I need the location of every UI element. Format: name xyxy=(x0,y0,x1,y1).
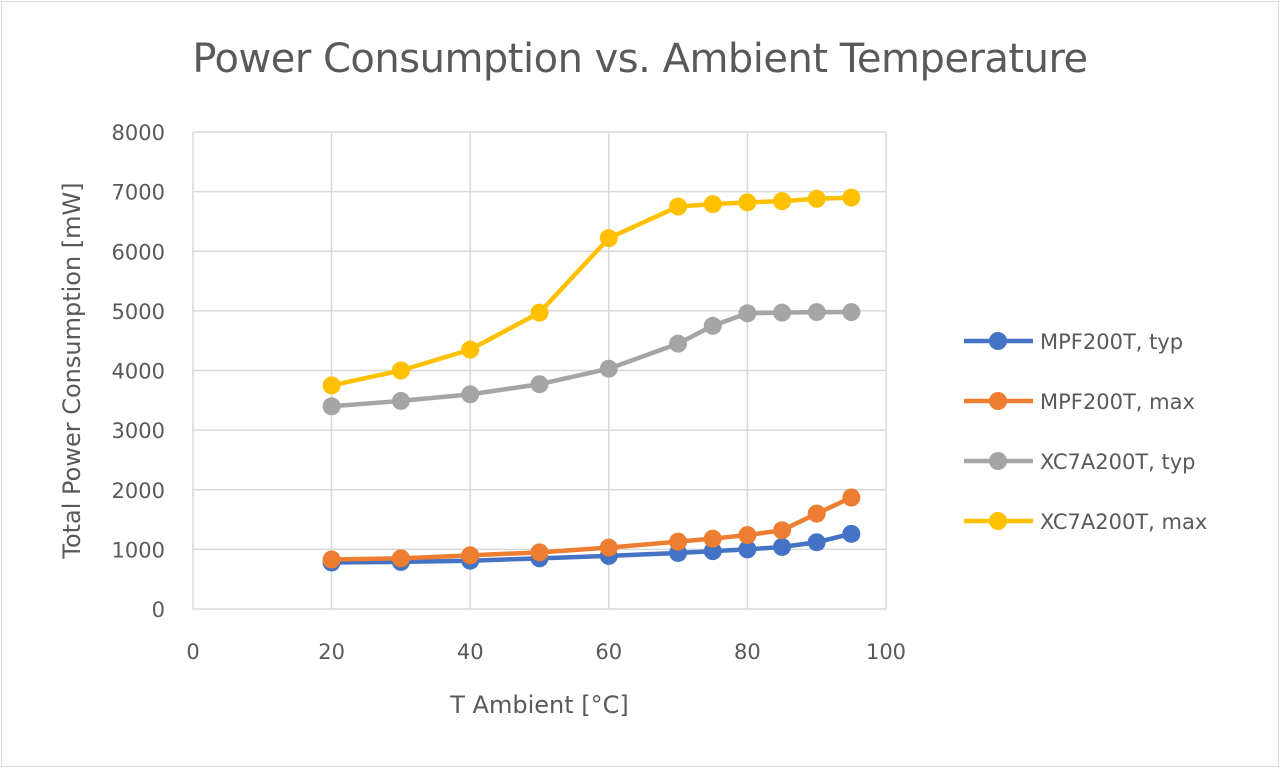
data-point xyxy=(322,376,341,395)
data-point xyxy=(461,340,480,359)
y-tick-label: 8000 xyxy=(112,121,165,145)
y-tick-label: 6000 xyxy=(112,240,165,264)
x-tick-label: 0 xyxy=(186,640,199,664)
data-point xyxy=(703,195,722,214)
legend-label: XC7A200T, max xyxy=(1040,510,1207,534)
data-point xyxy=(530,543,549,562)
data-point xyxy=(391,361,410,380)
legend-item: MPF200T, max xyxy=(964,390,1195,414)
legend-item: XC7A200T, max xyxy=(964,510,1207,534)
x-tick-label: 100 xyxy=(866,640,906,664)
data-point xyxy=(530,303,549,322)
data-point xyxy=(461,546,480,565)
data-point xyxy=(807,189,826,208)
legend-item: XC7A200T, typ xyxy=(964,450,1196,474)
legend-marker xyxy=(989,392,1007,410)
legend-label: MPF200T, max xyxy=(1040,390,1195,414)
series-xc7a200t-typ xyxy=(322,303,861,416)
data-point xyxy=(391,549,410,568)
data-point xyxy=(703,542,722,561)
data-point xyxy=(738,193,757,212)
data-point xyxy=(669,334,688,353)
tick-labels: 0 1000 2000 3000 4000 5000 6000 7000 8000 0 20 40 60… xyxy=(112,121,907,664)
data-point xyxy=(842,188,861,207)
x-tick-label: 60 xyxy=(595,640,622,664)
x-axis-title: T Ambient [°C] xyxy=(449,691,629,719)
legend-marker xyxy=(989,332,1007,350)
y-tick-label: 7000 xyxy=(112,181,165,205)
series xyxy=(322,188,861,572)
series-line xyxy=(331,309,852,409)
legend-marker xyxy=(989,512,1007,530)
data-point xyxy=(738,540,757,559)
y-tick-label: 5000 xyxy=(112,300,165,324)
series-xc7a200t-max xyxy=(322,188,861,395)
data-point xyxy=(773,537,792,556)
series-line xyxy=(331,195,852,388)
legend-label: MPF200T, typ xyxy=(1040,330,1183,354)
series-mpf200t-max xyxy=(322,488,861,569)
data-point xyxy=(461,385,480,404)
data-point xyxy=(842,488,861,507)
data-point xyxy=(322,397,341,416)
data-point xyxy=(773,303,792,322)
y-tick-label: 0 xyxy=(152,598,165,622)
data-point xyxy=(669,197,688,216)
data-point xyxy=(842,303,861,322)
data-point xyxy=(842,524,861,543)
data-point xyxy=(669,532,688,551)
data-point xyxy=(599,538,618,557)
data-point xyxy=(599,359,618,378)
data-point xyxy=(703,316,722,335)
data-point xyxy=(599,229,618,248)
y-tick-label: 3000 xyxy=(112,419,165,443)
data-point xyxy=(773,192,792,211)
data-point xyxy=(703,529,722,548)
x-tick-label: 20 xyxy=(318,640,345,664)
data-point xyxy=(807,533,826,552)
legend-marker xyxy=(989,452,1007,470)
data-point xyxy=(807,504,826,523)
data-point xyxy=(773,521,792,540)
data-point xyxy=(738,526,757,545)
data-point xyxy=(391,391,410,410)
x-tick-label: 80 xyxy=(734,640,761,664)
data-point xyxy=(807,303,826,322)
chart-title: Power Consumption vs. Ambient Temperatur… xyxy=(192,36,1088,82)
legend: MPF200T, typ MPF200T, max XC7A200T, typ XC7… xyxy=(964,330,1207,534)
data-point xyxy=(530,375,549,394)
y-axis-title: Total Power Consumption [mW] xyxy=(58,182,86,559)
legend-item: MPF200T, typ xyxy=(964,330,1183,354)
y-tick-label: 2000 xyxy=(112,479,165,503)
data-point xyxy=(738,304,757,323)
x-tick-label: 40 xyxy=(457,640,484,664)
y-tick-label: 1000 xyxy=(112,538,165,562)
y-tick-label: 4000 xyxy=(112,360,165,384)
legend-label: XC7A200T, typ xyxy=(1040,450,1196,474)
data-point xyxy=(322,550,341,569)
